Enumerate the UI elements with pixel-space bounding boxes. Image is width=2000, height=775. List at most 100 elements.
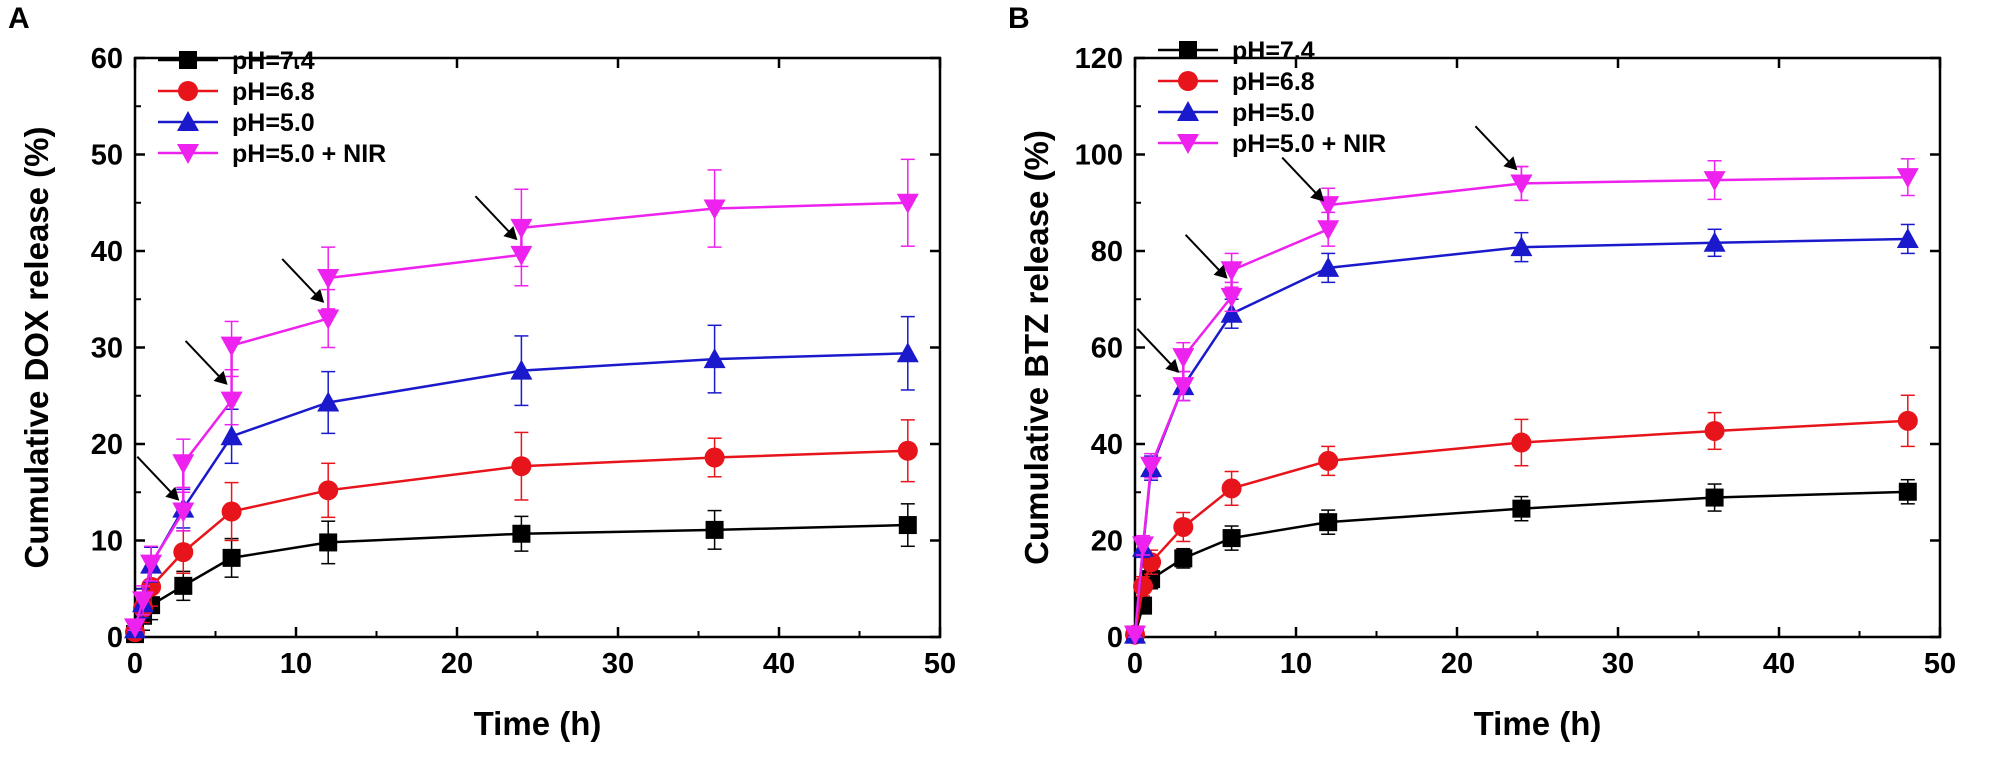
chart-b-y-tick-label: 120: [1075, 43, 1123, 75]
chart-a-point-ph-5-0: [896, 342, 919, 363]
chart-b-arrow-head: [1503, 156, 1518, 171]
chart-b-point-ph-5-0: [1510, 236, 1533, 257]
chart-a-arrow-shaft: [281, 258, 319, 298]
chart-b-point-ph-5-0-nir: [1317, 196, 1340, 217]
chart-b-point-ph-5-0: [1703, 231, 1726, 252]
chart-a-point-ph-7-4: [222, 548, 241, 567]
chart-a-point-ph-5-0-nir: [172, 454, 195, 475]
chart-b-point-ph-5-0-nir: [1132, 536, 1155, 557]
chart-a-y-tick-label: 0: [107, 622, 123, 654]
chart-a-legend-label: pH=5.0: [232, 109, 315, 137]
chart-a-point-ph-7-4: [898, 516, 917, 535]
chart-b-arrow-head: [1165, 358, 1180, 373]
chart-b-series-ph-7-4: [1126, 478, 1917, 644]
chart-a-point-ph-5-0-nir: [220, 336, 243, 357]
chart-b-point-ph-6-8: [1704, 420, 1725, 441]
chart-a-arrow-shaft: [136, 456, 175, 496]
chart-a-y-tick-label: 30: [91, 333, 123, 365]
chart-a-arrow-head: [503, 226, 518, 241]
chart-a-x-tick-label: 40: [763, 648, 795, 680]
chart-a-y-tick-label: 10: [91, 526, 123, 558]
chart-b-x-axis-title: Time (h): [1474, 705, 1602, 742]
chart-b-arrow-head: [1213, 264, 1228, 279]
chart-b-arrow-shaft: [1474, 125, 1513, 165]
chart-b-arrow-shaft: [1281, 156, 1319, 197]
chart-a-nir-arrow: [474, 195, 518, 241]
chart-b-point-ph-5-0-nir: [1510, 174, 1533, 195]
chart-b-nir-arrow: [1474, 125, 1518, 171]
chart-a-point-ph-6-8: [897, 440, 918, 461]
chart-a-point-ph-5-0-nir: [317, 269, 340, 290]
chart-a-point-ph-6-8: [704, 447, 725, 468]
chart-b-legend-marker-ph-7-4: [1179, 41, 1197, 59]
chart-a-legend-label: pH=5.0 + NIR: [232, 140, 386, 168]
chart-a-series-ph-7-4: [126, 503, 917, 644]
chart-panel-a: A 0 10 20 30 40 50 0 10 20 30 40 50 60 Time (h) Cumulat…: [8, 2, 956, 742]
chart-a-series-ph-5-0-nir: [124, 158, 919, 639]
chart-a-nir-arrow: [281, 258, 325, 303]
chart-a-point-ph-5-0-nir: [317, 309, 340, 330]
chart-a-point-ph-5-0-nir: [703, 199, 726, 220]
chart-b-point-ph-7-4: [1174, 549, 1193, 568]
chart-b-point-ph-6-8: [1511, 432, 1532, 453]
chart-a-x-tick-label: 10: [280, 648, 312, 680]
chart-a-arrow-head: [213, 370, 228, 385]
chart-b-nir-arrow: [1136, 328, 1180, 373]
chart-a-arrow-head: [165, 486, 180, 501]
chart-a-y-tick-label: 40: [91, 236, 123, 268]
chart-b-point-ph-5-0: [1317, 256, 1340, 277]
chart-b-point-ph-5-0-nir: [1703, 171, 1726, 192]
chart-a-legend-marker-ph-6-8: [178, 81, 198, 101]
chart-b-point-ph-5-0-nir: [1140, 456, 1163, 477]
chart-a-point-ph-7-4: [705, 520, 724, 539]
chart-b-y-tick-label: 40: [1091, 429, 1123, 461]
chart-b-x-tick-label: 50: [1924, 648, 1956, 680]
chart-a-legend-marker-ph-5-0-nir: [177, 144, 199, 164]
chart-a-point-ph-5-0-nir: [132, 591, 155, 612]
chart-b-point-ph-5-0-nir: [1124, 625, 1146, 646]
chart-a-point-ph-6-8: [318, 480, 339, 501]
chart-b-x-tick-label: 40: [1763, 648, 1795, 680]
chart-b-point-ph-6-8: [1318, 450, 1339, 471]
chart-b-point-ph-5-0-nir: [1896, 168, 1919, 189]
chart-b-panel-label: B: [1008, 2, 1030, 35]
chart-b-point-ph-5-0-nir: [1172, 377, 1195, 398]
chart-b-point-ph-7-4: [1222, 529, 1241, 548]
chart-a-point-ph-5-0-nir: [510, 218, 533, 239]
chart-b-y-tick-label: 80: [1091, 236, 1123, 268]
chart-a-nir-arrow: [136, 456, 180, 501]
chart-b-legend-label: pH=7.4: [1232, 37, 1315, 65]
chart-b-x-tick-label: 20: [1441, 648, 1473, 680]
chart-b-legend: pH=7.4 pH=6.8 pH=5.0 pH=5.0 + NIR: [1158, 37, 1386, 158]
chart-a-y-tick-label: 20: [91, 429, 123, 461]
chart-b-nir-arrow: [1184, 234, 1228, 279]
chart-b-x-tick-label: 10: [1280, 648, 1312, 680]
chart-b-point-ph-7-4: [1512, 499, 1531, 518]
chart-b-point-ph-6-8: [1173, 516, 1194, 537]
chart-a-point-ph-6-8: [221, 501, 242, 522]
chart-b-y-axis-title: Cumulative BTZ release (%): [1018, 130, 1055, 565]
chart-a-x-tick-label: 30: [602, 648, 634, 680]
chart-b-point-ph-6-8: [1897, 410, 1918, 431]
chart-a-nir-arrow: [184, 340, 228, 385]
chart-b-legend-label: pH=5.0 + NIR: [1232, 130, 1386, 158]
chart-b-x-tick-label: 0: [1127, 648, 1143, 680]
chart-a-point-ph-5-0-nir: [510, 245, 533, 266]
chart-b-point-ph-5-0-nir: [1172, 348, 1195, 369]
chart-a-x-axis-title: Time (h): [474, 705, 602, 742]
chart-b-x-tick-label: 30: [1602, 648, 1634, 680]
chart-b-y-tick-label: 20: [1091, 526, 1123, 558]
chart-a-y-axis-title: Cumulative DOX release (%): [18, 127, 55, 569]
chart-a-arrow-shaft: [474, 195, 513, 235]
chart-b-point-ph-6-8: [1221, 478, 1242, 499]
chart-a-point-ph-5-0: [220, 425, 243, 446]
chart-a-point-ph-6-8: [173, 542, 194, 563]
chart-a-point-ph-5-0: [703, 348, 726, 369]
chart-a-point-ph-5-0: [510, 359, 533, 380]
chart-b-point-ph-6-8: [1133, 576, 1154, 597]
chart-a-point-ph-7-4: [174, 576, 193, 595]
chart-a-point-ph-5-0-nir: [220, 391, 243, 412]
chart-b-point-ph-5-0: [1220, 302, 1243, 323]
chart-a-x-tick-label: 50: [924, 648, 956, 680]
chart-a-point-ph-7-4: [512, 524, 531, 543]
